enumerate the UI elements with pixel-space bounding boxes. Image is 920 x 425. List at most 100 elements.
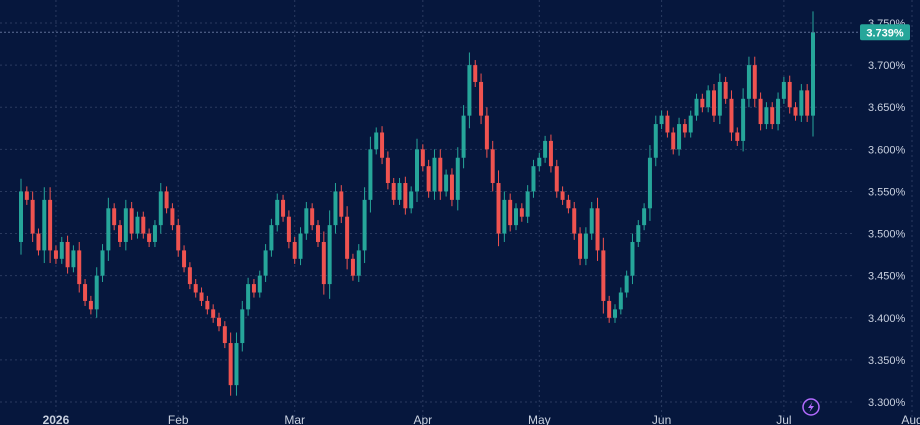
candle-body — [106, 208, 111, 251]
candle — [77, 241, 82, 293]
candle-body — [368, 149, 373, 200]
candle — [193, 279, 198, 298]
candle-body — [554, 166, 559, 192]
candle — [758, 92, 763, 131]
candle — [682, 119, 687, 138]
candle-body — [642, 208, 647, 226]
candle — [647, 145, 652, 221]
candle-body — [292, 241, 297, 259]
candle-body — [793, 107, 798, 116]
candles — [19, 11, 815, 396]
x-tick-label: Jul — [776, 413, 791, 425]
candle-body — [222, 326, 227, 344]
candle-body — [688, 115, 693, 133]
candle — [484, 107, 489, 158]
x-tick-label: May — [528, 413, 551, 425]
candle-body — [36, 233, 41, 251]
candle-body — [391, 183, 396, 200]
candle-body — [187, 267, 192, 285]
candle — [228, 332, 233, 396]
candle — [554, 159, 559, 198]
candle — [560, 186, 565, 205]
y-tick-label: 3.550% — [868, 186, 906, 198]
candle — [176, 218, 181, 257]
candle-body — [665, 115, 670, 133]
candle — [572, 201, 577, 240]
candle — [438, 149, 443, 200]
candle-body — [234, 343, 239, 386]
candle — [741, 88, 746, 152]
candle — [752, 56, 757, 108]
candle-body — [333, 191, 338, 226]
candle-body — [42, 199, 47, 251]
last-price-tag-bg — [860, 24, 910, 41]
candle-body — [741, 98, 746, 141]
candle — [222, 321, 227, 349]
candle-body — [764, 107, 769, 125]
candle-body — [630, 241, 635, 276]
candle — [467, 52, 472, 129]
candle — [257, 270, 262, 298]
candle — [677, 117, 682, 156]
candle — [519, 203, 524, 222]
x-tick-label: Feb — [168, 413, 189, 425]
candle-body — [228, 343, 233, 386]
candle-body — [799, 90, 804, 116]
candle-body — [327, 225, 332, 285]
candle — [537, 152, 542, 172]
candle — [234, 332, 239, 396]
candle-body — [706, 90, 711, 108]
candle — [385, 151, 390, 190]
candle — [688, 110, 693, 138]
candle-body — [543, 140, 548, 158]
candle-body — [356, 250, 361, 276]
candle-body — [752, 65, 757, 99]
x-tick-label: Aug — [901, 413, 920, 425]
y-tick-label: 3.500% — [868, 229, 906, 241]
candle — [636, 220, 641, 248]
candle-body — [362, 199, 367, 251]
candle — [502, 191, 507, 242]
candle — [187, 262, 192, 290]
candle-body — [24, 191, 29, 200]
candle-body — [811, 32, 815, 116]
candle — [613, 304, 617, 323]
candle — [776, 92, 781, 131]
candle-body — [251, 284, 256, 293]
candle — [391, 177, 396, 205]
candle-body — [397, 183, 402, 200]
candle — [531, 159, 536, 198]
candle-body — [473, 65, 478, 82]
candle — [205, 295, 210, 315]
candle — [653, 115, 658, 167]
candle — [158, 183, 163, 234]
candle — [583, 227, 588, 266]
candle — [671, 127, 676, 155]
candle-body — [123, 208, 128, 242]
candle — [152, 220, 157, 248]
candle-body — [94, 275, 99, 310]
candle — [246, 277, 251, 316]
lightning-bolt-icon[interactable] — [802, 398, 820, 416]
candle-body — [158, 191, 163, 226]
candle — [461, 105, 466, 169]
candle-body — [548, 140, 553, 167]
x-tick-label: 2026 — [43, 413, 70, 425]
candle — [333, 183, 338, 234]
candle-body — [182, 250, 187, 268]
candle-body — [531, 166, 536, 192]
candle-body — [758, 98, 763, 125]
candle-body — [694, 98, 699, 116]
candle-body — [380, 132, 385, 158]
candle — [240, 300, 245, 352]
candle — [723, 76, 728, 104]
candle-body — [152, 225, 157, 242]
candle-body — [595, 208, 600, 251]
candle — [508, 193, 513, 232]
candle — [269, 218, 274, 257]
candle-body — [164, 191, 169, 209]
candle-body — [420, 149, 425, 167]
candle-body — [537, 157, 542, 167]
candle-body — [246, 284, 251, 310]
